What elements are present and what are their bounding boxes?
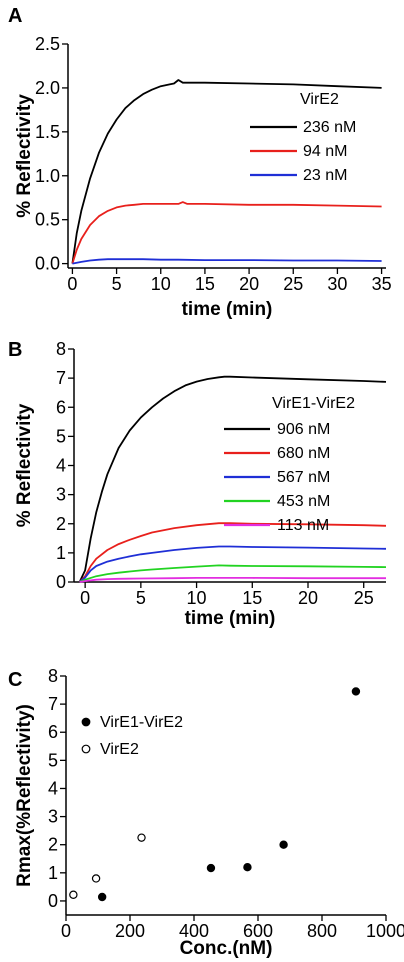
y-tick-label: 8 — [48, 666, 58, 686]
x-tick-label: 400 — [179, 921, 209, 941]
legend-label: 680 nM — [277, 445, 330, 462]
series-line — [78, 522, 387, 583]
x-axis-title: time (min) — [185, 608, 276, 629]
scatter-point — [206, 863, 216, 873]
x-axis-title: time (min) — [182, 299, 273, 320]
y-tick-label: 7 — [48, 694, 58, 714]
legend: VirE1-VirE2 VirE2 — [81, 714, 183, 758]
y-tick-label: 3 — [56, 485, 66, 505]
legend-label: 23 nM — [303, 167, 347, 184]
y-tick-label: 3 — [48, 807, 58, 827]
y-tick-label: 4 — [48, 778, 58, 798]
x-tick-label: 0 — [61, 921, 71, 941]
y-tick-label: 1 — [56, 543, 66, 563]
y-tick-label: 2 — [56, 514, 66, 534]
series-line — [71, 201, 382, 264]
scatter-point — [279, 840, 288, 849]
legend: VirE2 236 nM 94 nM 23 nM — [250, 91, 356, 184]
scatter-point — [69, 890, 78, 899]
y-axis-title: % Reflectivity — [14, 94, 35, 218]
x-tick-label: 10 — [187, 588, 207, 608]
x-tick-label: 800 — [307, 921, 337, 941]
x-tick-label: 25 — [354, 588, 374, 608]
x-tick-label: 20 — [298, 588, 318, 608]
legend-label: 453 nM — [277, 493, 330, 510]
panel-letter: A — [8, 5, 22, 27]
y-tick-label: 1 — [48, 863, 58, 883]
y-tick-label: 0.5 — [35, 210, 60, 230]
x-tick-label: 1000 — [366, 921, 404, 941]
x-tick-label: 20 — [239, 274, 259, 294]
chart-panel-c: C 0 200 400 600 800 1000 0 1 2 3 4 5 6 7 8 Conc.(nM) Rmax… — [8, 666, 404, 959]
y-tick-label: 2.5 — [35, 34, 60, 54]
series-line — [71, 79, 382, 264]
legend-title: VirE2 — [300, 91, 339, 108]
legend: VirE1-VirE2 906 nM 680 nM 567 nM 453 nM 113 n… — [224, 395, 355, 534]
x-tick-label: 5 — [136, 588, 146, 608]
y-tick-label: 0 — [48, 891, 58, 911]
series-line — [79, 577, 386, 583]
legend-marker — [81, 744, 91, 754]
series-line — [79, 564, 387, 583]
legend-label: VirE2 — [100, 741, 139, 758]
y-tick-label: 5 — [48, 750, 58, 770]
y-tick-label: 1.5 — [35, 122, 60, 142]
x-tick-label: 15 — [242, 588, 262, 608]
series-line — [78, 375, 387, 583]
legend-label: 94 nM — [303, 143, 347, 160]
x-tick-label: 0 — [80, 588, 90, 608]
scatter-point — [243, 863, 252, 872]
legend-title: VirE1-VirE2 — [272, 395, 355, 412]
x-tick-label: 0 — [67, 274, 77, 294]
y-tick-label: 5 — [56, 426, 66, 446]
y-tick-label: 6 — [56, 397, 66, 417]
x-axis-title: Conc.(nM) — [180, 938, 273, 959]
y-axis-title: % Reflectivity — [14, 403, 35, 527]
x-tick-label: 5 — [112, 274, 122, 294]
scatter-point — [351, 687, 361, 696]
y-tick-label: 1.0 — [35, 166, 60, 186]
chart-panel-b: B 0 5 10 15 20 25 0 1 2 3 4 5 6 7 8 time (min) % Reflecti… — [8, 339, 387, 629]
legend-label: 567 nM — [277, 469, 330, 486]
y-tick-label: 6 — [48, 722, 58, 742]
y-tick-label: 7 — [56, 368, 66, 388]
x-tick-label: 35 — [372, 274, 392, 294]
legend-marker — [81, 717, 91, 727]
scatter-point — [91, 874, 101, 883]
legend-label: 236 nM — [303, 119, 356, 136]
panel-letter: C — [8, 669, 22, 691]
scatter-point — [137, 833, 146, 842]
x-tick-label: 600 — [243, 921, 273, 941]
panel-letter: B — [8, 339, 22, 361]
y-tick-label: 0.0 — [35, 254, 60, 274]
y-axis-title: Rmax(%Reflectivity) — [14, 704, 35, 887]
x-tick-label: 15 — [195, 274, 215, 294]
series-line — [79, 545, 387, 583]
y-tick-label: 2.0 — [35, 78, 60, 98]
x-tick-label: 10 — [151, 274, 171, 294]
legend-label: VirE1-VirE2 — [100, 714, 183, 731]
series-line — [72, 258, 382, 265]
chart-panel-a: A 0 5 10 15 20 25 30 35 0.0 0.5 1.0 1.5 2.0 2.5 time (m… — [8, 5, 392, 320]
legend-label: 113 nM — [277, 517, 329, 534]
x-tick-label: 200 — [115, 921, 145, 941]
y-tick-label: 0 — [56, 572, 66, 592]
x-tick-label: 30 — [327, 274, 347, 294]
x-tick-label: 25 — [283, 274, 303, 294]
legend-label: 906 nM — [277, 421, 330, 438]
y-tick-label: 2 — [48, 835, 58, 855]
scatter-point — [97, 892, 107, 902]
y-tick-label: 4 — [56, 456, 66, 476]
y-tick-label: 8 — [56, 339, 66, 359]
